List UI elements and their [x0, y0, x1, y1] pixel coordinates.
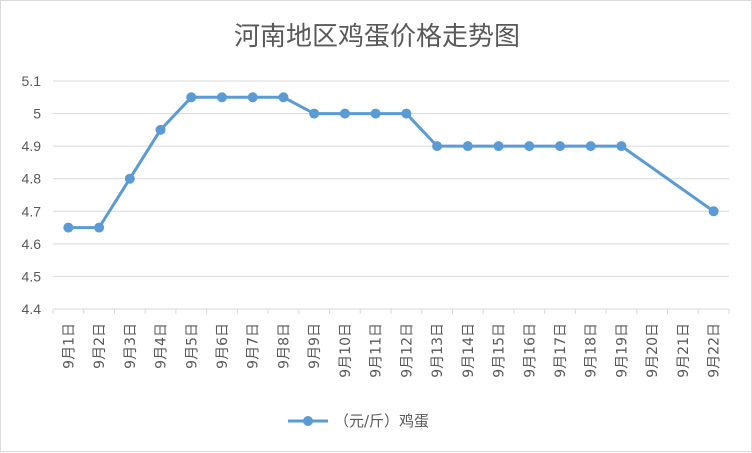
y-axis-ticks: 4.4 4.5 4.6 4.7 4.8 4.9 5 5.1 — [22, 73, 42, 317]
data-point — [247, 92, 258, 103]
x-tick-label: 9月6日 — [215, 323, 231, 369]
x-tick-label: 9月3日 — [123, 323, 139, 369]
x-axis — [52, 308, 730, 314]
x-tick-label: 9月13日 — [430, 323, 446, 378]
x-tick-label: 9月17日 — [553, 323, 569, 378]
x-tick-label: 9月16日 — [522, 323, 538, 378]
x-tick-label: 9月12日 — [399, 323, 415, 378]
x-tick-label: 9月7日 — [246, 323, 262, 369]
series-line — [68, 95, 715, 230]
chart-title: 河南地区鸡蛋价格走势图 — [234, 22, 520, 52]
x-axis-tick-labels: 9月1日 9月2日 9月3日 9月4日 9月5日 9月6日 9月7日 9月8日 9月9日 9月10… — [61, 323, 722, 378]
legend: （元/斤）鸡蛋 — [288, 412, 429, 430]
data-point — [585, 141, 596, 152]
data-point — [708, 206, 719, 217]
data-point — [555, 141, 565, 152]
y-tick-label: 4.4 — [22, 301, 42, 317]
data-point — [124, 173, 135, 184]
x-tick-label: 9月22日 — [707, 323, 723, 378]
gridlines — [53, 80, 729, 277]
y-tick-label: 4.8 — [22, 171, 42, 187]
data-point — [186, 92, 197, 103]
data-point — [370, 108, 381, 119]
data-point — [339, 108, 350, 119]
series-line-layer — [63, 92, 719, 233]
data-point — [493, 141, 504, 152]
x-tick-label: 9月19日 — [614, 323, 630, 378]
data-point — [63, 222, 74, 233]
data-point — [278, 92, 289, 103]
y-tick-label: 5 — [33, 106, 41, 122]
y-tick-label: 4.5 — [22, 268, 42, 284]
x-tick-label: 9月8日 — [276, 323, 292, 369]
y-tick-label: 4.7 — [22, 203, 42, 219]
data-point — [616, 141, 627, 152]
x-tick-label: 9月5日 — [184, 323, 200, 369]
y-tick-label: 5.1 — [22, 73, 42, 89]
data-point — [401, 108, 412, 119]
y-tick-label: 4.6 — [22, 236, 42, 252]
data-point — [462, 141, 473, 152]
data-point — [524, 141, 535, 152]
legend-label: （元/斤）鸡蛋 — [334, 412, 429, 430]
x-tick-label: 9月4日 — [154, 323, 170, 369]
data-point — [94, 222, 105, 233]
data-point — [217, 92, 227, 103]
x-tick-label: 9月1日 — [61, 323, 77, 369]
x-tick-label: 9月15日 — [492, 323, 508, 378]
x-tick-label: 9月14日 — [461, 323, 477, 378]
x-tick-label: 9月2日 — [92, 323, 108, 369]
x-tick-label: 9月20日 — [645, 323, 661, 378]
x-tick-label: 9月10日 — [338, 323, 354, 378]
x-tick-label: 9月11日 — [369, 323, 385, 378]
legend-marker-swatch — [303, 416, 313, 426]
data-point — [309, 108, 320, 119]
x-tick-label: 9月18日 — [584, 323, 600, 378]
x-tick-label: 9月9日 — [307, 323, 323, 369]
data-point — [155, 124, 166, 135]
y-tick-label: 4.9 — [22, 138, 42, 154]
x-tick-label: 9月21日 — [676, 323, 692, 378]
data-point — [432, 141, 443, 152]
